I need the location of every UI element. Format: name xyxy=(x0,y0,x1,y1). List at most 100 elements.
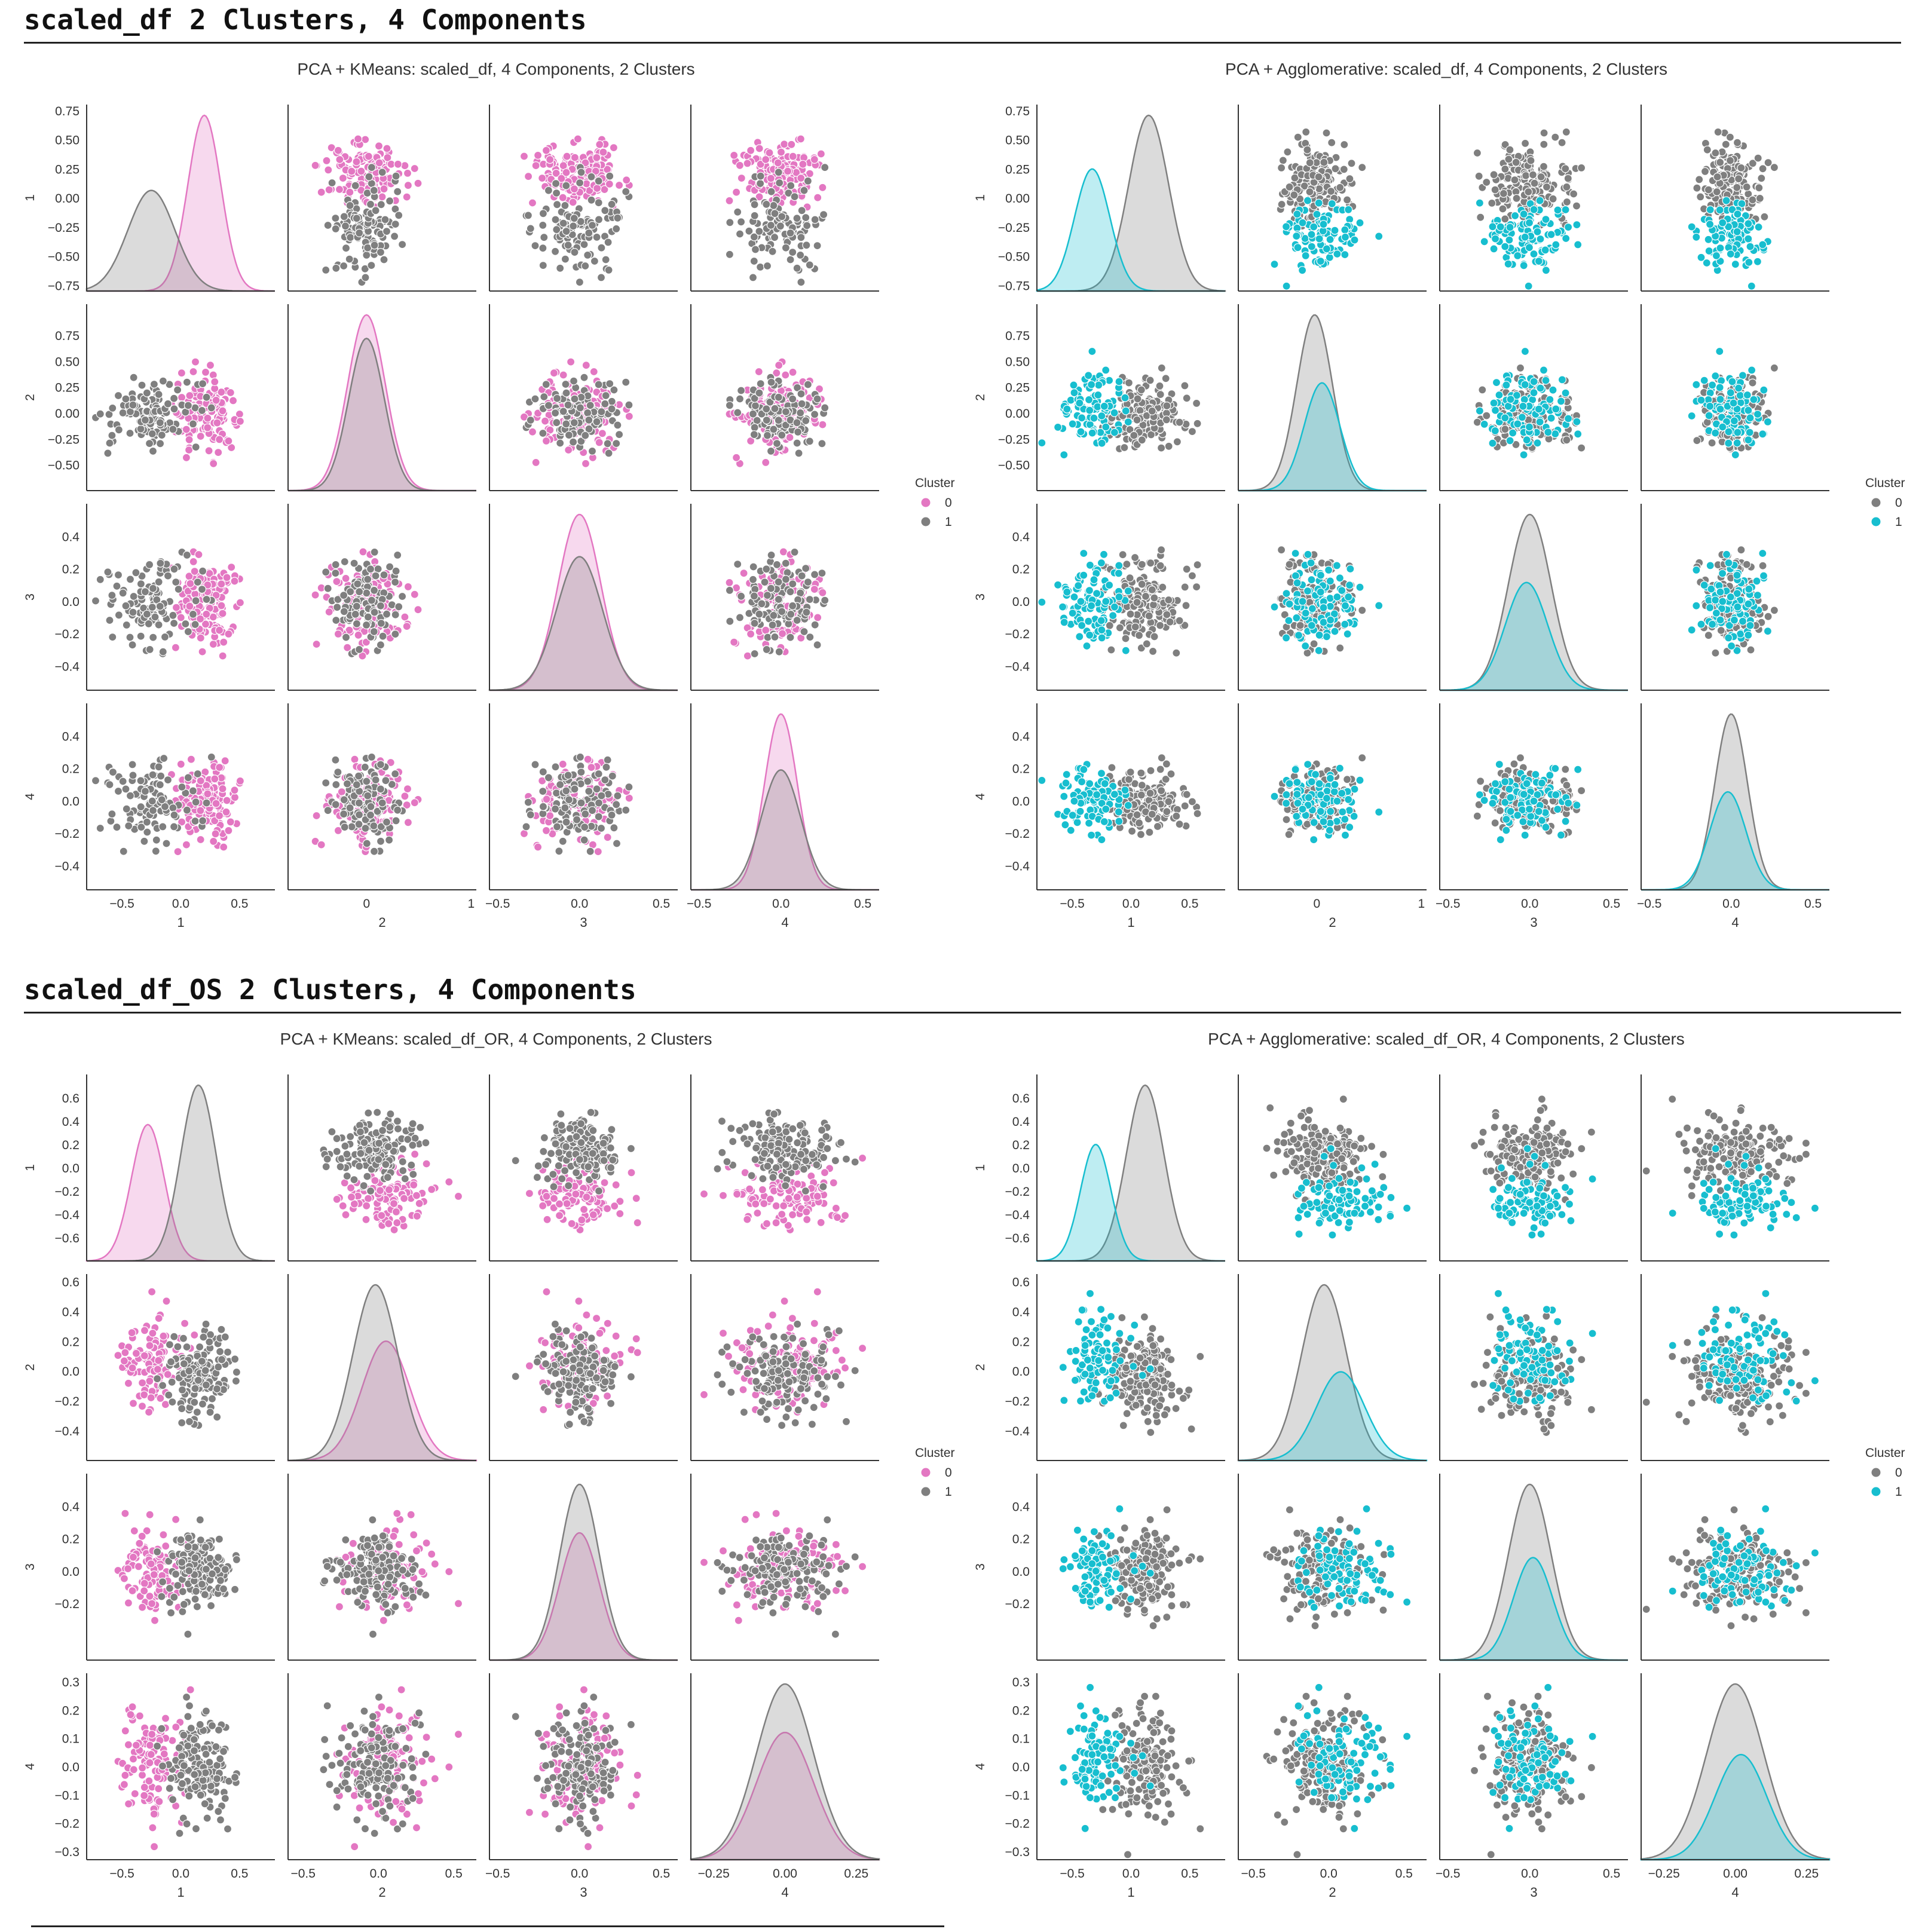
scatter-point-series-1 xyxy=(1475,406,1485,415)
scatter-point-series-1 xyxy=(1325,253,1334,262)
panel-2-2 xyxy=(1238,304,1427,492)
scatter-point-series-1 xyxy=(580,373,589,382)
scatter-point-series-1 xyxy=(788,394,797,403)
scatter-point-series-1 xyxy=(1505,436,1514,445)
scatter-point-series-1 xyxy=(786,587,795,596)
scatter-point-series-1 xyxy=(108,403,117,412)
scatter-point-series-1 xyxy=(158,376,168,385)
scatter-point-series-0 xyxy=(1474,172,1483,180)
panel-3-4 xyxy=(690,504,879,691)
scatter-point-series-1 xyxy=(601,255,610,264)
scatter-point-series-1 xyxy=(1746,242,1755,251)
scatter-point-series-1 xyxy=(1094,390,1103,400)
scatter-point-series-0 xyxy=(1478,385,1487,394)
scatter-point-series-1 xyxy=(770,404,779,413)
scatter-point-series-0 xyxy=(1562,182,1571,191)
y-tick-label: 0.75 xyxy=(1005,329,1030,343)
scatter-point-series-1 xyxy=(152,835,161,844)
scatter-point-series-1 xyxy=(160,802,170,811)
scatter-point-series-1 xyxy=(750,211,759,220)
scatter-point-series-1 xyxy=(352,602,361,611)
scatter-point-series-0 xyxy=(410,590,419,599)
scatter-point-series-1 xyxy=(391,220,400,229)
scatter-point-series-1 xyxy=(603,755,612,764)
scatter-point-series-0 xyxy=(176,613,185,622)
scatter-point-series-1 xyxy=(136,776,145,785)
scatter-point-series-0 xyxy=(217,388,226,397)
scatter-point-series-1 xyxy=(810,215,819,224)
scatter-point-series-1 xyxy=(1341,232,1350,241)
section-divider xyxy=(24,42,1901,44)
scatter-point-series-1 xyxy=(328,178,336,188)
scatter-point-series-0 xyxy=(1156,621,1165,630)
scatter-point-series-1 xyxy=(169,803,177,812)
scatter-point-series-1 xyxy=(1089,414,1098,422)
scatter-point-series-1 xyxy=(174,584,183,594)
scatter-point-series-0 xyxy=(781,371,790,379)
scatter-point-series-0 xyxy=(171,643,180,652)
panel-1-2 xyxy=(287,105,476,292)
y-tick-label: 0.50 xyxy=(1005,355,1030,369)
scatter-point-series-0 xyxy=(222,807,231,816)
scatter-point-series-0 xyxy=(1131,553,1140,562)
scatter-point-series-1 xyxy=(373,807,382,816)
scatter-point-series-1 xyxy=(1522,436,1531,445)
scatter-point-series-0 xyxy=(1521,139,1530,148)
x-tick-label: 1 xyxy=(467,897,475,911)
kde-area-series-1 xyxy=(691,769,879,891)
scatter-point-series-1 xyxy=(770,632,779,641)
y-axis-label: 1 xyxy=(974,194,987,201)
scatter-point-series-1 xyxy=(612,439,621,448)
scatter-point-series-1 xyxy=(1529,388,1538,397)
scatter-point-series-1 xyxy=(580,835,589,844)
scatter-point-series-1 xyxy=(1553,206,1562,215)
scatter-point-series-1 xyxy=(538,209,548,218)
scatter-point-series-1 xyxy=(1309,222,1318,231)
scatter-point-series-1 xyxy=(129,592,138,601)
scatter-point-series-1 xyxy=(333,595,342,604)
scatter-point-series-1 xyxy=(369,186,378,195)
scatter-point-series-1 xyxy=(367,596,376,605)
scatter-point-series-0 xyxy=(311,161,320,170)
scatter-point-series-1 xyxy=(352,780,361,789)
scatter-point-series-1 xyxy=(1492,378,1501,387)
scatter-point-series-1 xyxy=(801,416,810,425)
scatter-point-series-1 xyxy=(191,596,200,605)
scatter-point-series-1 xyxy=(775,647,784,656)
kde-area-series-1 xyxy=(288,337,476,492)
scatter-point-series-0 xyxy=(324,166,333,174)
scatter-point-series-1 xyxy=(128,608,137,617)
scatter-point-series-1 xyxy=(1574,240,1583,249)
scatter-point-series-1 xyxy=(1716,405,1725,414)
scatter-point-series-1 xyxy=(725,586,735,595)
y-tick-label: 0.0 xyxy=(62,795,79,809)
scatter-point-series-1 xyxy=(1513,420,1522,428)
scatter-point-series-0 xyxy=(402,622,411,631)
y-axis-label: 4 xyxy=(23,793,37,800)
scatter-point-series-1 xyxy=(391,769,400,779)
scatter-point-series-1 xyxy=(755,610,764,619)
y-tick-label: 0.00 xyxy=(55,407,79,421)
scatter-point-series-1 xyxy=(367,163,376,172)
scatter-point-series-1 xyxy=(552,394,562,403)
scatter-point-series-0 xyxy=(196,633,205,642)
scatter-point-series-1 xyxy=(197,406,207,415)
scatter-point-series-1 xyxy=(749,592,759,601)
scatter-point-series-1 xyxy=(797,390,806,399)
scatter-point-series-0 xyxy=(1482,411,1491,420)
y-tick-label: −0.50 xyxy=(48,250,79,264)
x-tick-label: 0.0 xyxy=(172,897,189,911)
scatter-point-series-0 xyxy=(224,629,233,638)
scatter-point-series-1 xyxy=(1763,417,1772,426)
scatter-point-series-1 xyxy=(561,803,570,812)
scatter-point-series-0 xyxy=(595,140,604,149)
y-tick-label: 0.25 xyxy=(1005,163,1030,176)
scatter-point-series-1 xyxy=(1687,222,1696,231)
scatter-point-series-1 xyxy=(1519,210,1528,219)
scatter-point-series-1 xyxy=(157,431,166,440)
scatter-point-series-0 xyxy=(202,610,211,619)
scatter-point-series-0 xyxy=(761,458,770,467)
scatter-point-series-1 xyxy=(736,592,746,601)
scatter-point-series-1 xyxy=(1070,388,1079,397)
scatter-point-series-0 xyxy=(1142,639,1151,648)
